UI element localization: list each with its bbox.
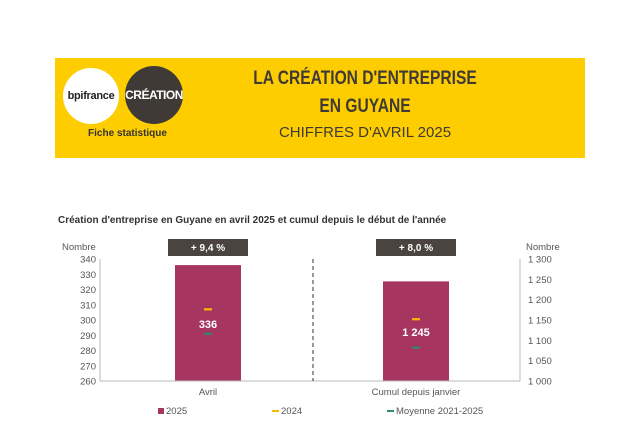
creation-logo: CRÉATION — [125, 66, 183, 124]
y-tick-label: 1 150 — [528, 316, 552, 327]
chart-title: Création d'entreprise en Guyane en avril… — [58, 215, 447, 226]
fiche-label: Fiche statistique — [88, 128, 167, 139]
legend-label-2024: 2024 — [281, 406, 302, 417]
bar-2025 — [383, 281, 449, 381]
variation-badge — [168, 239, 248, 256]
y-tick-label: 320 — [80, 285, 96, 296]
y-tick-label: 260 — [80, 377, 96, 388]
variation-badge-label: + 8,0 % — [399, 243, 433, 254]
bar-value-label: 336 — [199, 319, 217, 331]
y-tick-label: 330 — [80, 270, 96, 281]
y-tick-label: 1 200 — [528, 295, 552, 306]
y-tick-label: 310 — [80, 300, 96, 311]
bpifrance-logo: bpifrance — [63, 68, 119, 124]
title-line1: LA CRÉATION D'ENTREPRISE — [253, 68, 477, 89]
title-line2: EN GUYANE — [319, 96, 411, 117]
y-tick-label: 290 — [80, 331, 96, 342]
y-axis-title: Nombre — [526, 242, 560, 253]
y-tick-label: 280 — [80, 346, 96, 357]
y-tick-label: 1 000 — [528, 377, 552, 388]
legend-swatch-2025 — [158, 408, 164, 414]
x-category-label: Cumul depuis janvier — [372, 387, 461, 398]
y-tick-label: 340 — [80, 255, 96, 266]
x-category-label: Avril — [199, 387, 217, 398]
y-tick-label: 270 — [80, 361, 96, 372]
subtitle: CHIFFRES D'AVRIL 2025 — [278, 124, 452, 141]
header-banner: bpifrance CRÉATION Fiche statistique LA … — [55, 58, 585, 158]
legend-label-2025: 2025 — [166, 406, 187, 417]
variation-badge — [376, 239, 456, 256]
y-tick-label: 1 300 — [528, 255, 552, 266]
y-tick-label: 1 050 — [528, 356, 552, 367]
bar-value-label: 1 245 — [402, 327, 430, 339]
y-tick-label: 1 100 — [528, 336, 552, 347]
y-axis-title: Nombre — [62, 242, 96, 253]
y-tick-label: 300 — [80, 316, 96, 327]
variation-badge-label: + 9,4 % — [191, 243, 225, 254]
bar-2025 — [175, 265, 241, 381]
legend-label-moyenne: Moyenne 2021-2025 — [396, 406, 483, 417]
y-tick-label: 1 250 — [528, 275, 552, 286]
